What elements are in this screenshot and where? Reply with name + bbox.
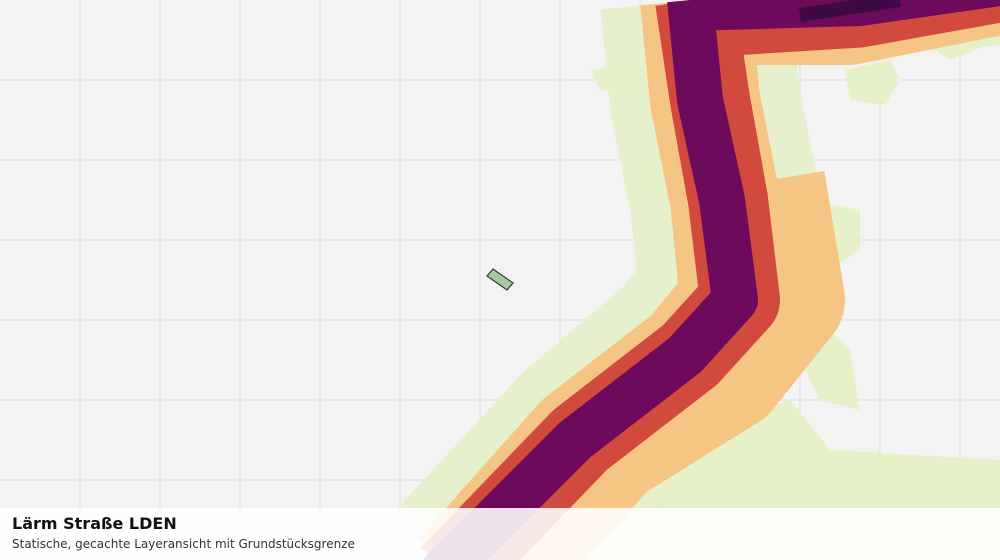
layer-title: Lärm Straße LDEN — [12, 514, 177, 533]
legend-panel — [0, 508, 1000, 560]
parcel-boundary — [486, 268, 514, 291]
layer-subtitle: Statische, gecachte Layeransicht mit Gru… — [12, 537, 355, 551]
